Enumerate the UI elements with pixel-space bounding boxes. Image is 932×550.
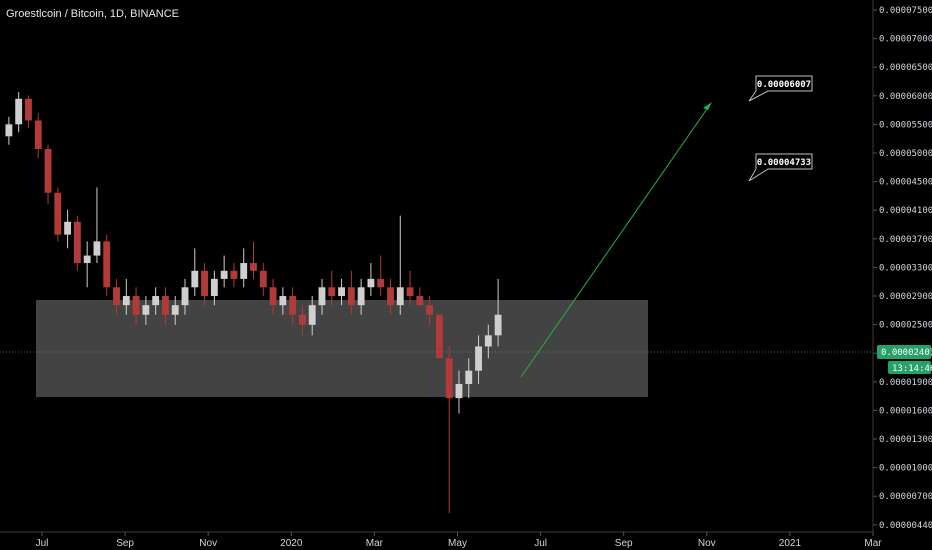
candle-body (298, 314, 306, 325)
candle-body (377, 278, 385, 288)
y-tick-label: 0.00006500 (879, 63, 932, 73)
y-tick-label: 0.00007000 (879, 35, 932, 45)
candle-body (25, 98, 32, 121)
candle-body (64, 221, 72, 235)
range-box (36, 300, 648, 397)
y-tick-label: 0.00002500 (879, 321, 932, 331)
candle-body (5, 124, 13, 137)
candle-body (230, 270, 238, 279)
x-tick-label: Sep (116, 538, 134, 549)
candle-body (455, 383, 463, 399)
y-tick-label: 0.00001600 (879, 406, 932, 416)
x-tick-label: Jul (36, 538, 49, 549)
projection-arrow (520, 105, 710, 378)
callout-1[interactable]: 0.00006007 (748, 75, 813, 102)
candle-body (279, 296, 287, 306)
candle-body (406, 287, 414, 297)
candle-body (142, 305, 150, 315)
candle-body (152, 296, 160, 306)
candle-body (44, 149, 52, 193)
callout-1-box (748, 75, 813, 102)
y-tick-label: 0.00001000 (879, 464, 932, 474)
last-price-tag: 0.00002407 13:14:46 (877, 345, 932, 374)
candle-body (357, 287, 365, 306)
candle-body (34, 120, 42, 150)
candle-body (83, 255, 91, 264)
candle-body (201, 270, 209, 297)
candle-body (54, 192, 62, 235)
candle-body (250, 263, 257, 271)
candle-body (181, 287, 189, 306)
candle-body (465, 370, 473, 384)
callout-2-label: 0.00004733 (757, 158, 811, 168)
y-tick-label: 0.00000700 (879, 492, 932, 502)
candle-body (210, 278, 218, 297)
candle-body (220, 270, 228, 279)
candle-body (367, 278, 375, 288)
candle-body (15, 98, 23, 125)
candle-body (259, 270, 267, 288)
x-tick-label: Jul (534, 538, 547, 549)
y-tick-label: 0.00005500 (879, 120, 932, 130)
candle-body (308, 305, 316, 325)
candle-body (328, 287, 336, 297)
candle-body (93, 241, 101, 256)
x-tick-label: 2021 (779, 538, 802, 549)
x-axis[interactable]: Jul Sep Nov 2020 Mar May Jul Sep Nov 2021 Mar (36, 532, 883, 549)
candle-body (426, 305, 434, 315)
candle-body (269, 287, 277, 306)
candle-body (435, 314, 443, 359)
candle-body (103, 241, 111, 288)
y-tick-label: 0.00007500 (879, 6, 932, 16)
candle-body (240, 263, 248, 279)
candle-body (416, 296, 424, 306)
callout-2[interactable]: 0.00004733 (748, 153, 813, 182)
candle-series (5, 92, 502, 514)
y-tick-label: 0.00000440 (879, 521, 932, 531)
y-tick-label: 0.00003700 (879, 235, 932, 245)
y-tick-label: 0.00004100 (879, 206, 932, 216)
candle-body (494, 314, 502, 336)
y-tick-label: 0.00001300 (879, 435, 932, 445)
y-tick-label: 0.00006000 (879, 92, 932, 102)
candle-body (132, 296, 140, 315)
candle-body (171, 305, 179, 315)
x-tick-label: Nov (698, 538, 716, 549)
last-price-bg (877, 345, 931, 359)
candle-body (445, 358, 453, 399)
countdown-label: 13:14:46 (892, 364, 932, 374)
candle-body (191, 270, 199, 288)
x-tick-label: May (448, 538, 467, 549)
candle-body (289, 296, 297, 315)
candle-body (387, 287, 394, 306)
countdown-bg (888, 361, 931, 374)
x-tick-label: 2020 (280, 538, 303, 549)
candle-body (122, 296, 130, 306)
x-tick-label: Nov (199, 538, 217, 549)
candle-body (73, 221, 81, 264)
x-tick-label: Mar (864, 538, 882, 549)
candle-body (475, 346, 482, 371)
candle-body (338, 287, 345, 297)
candle-body (113, 287, 120, 306)
candle-body (162, 296, 169, 315)
y-tick-label: 0.00002900 (879, 292, 932, 302)
x-tick-label: Sep (615, 538, 633, 549)
last-price-label: 0.00002407 (881, 348, 932, 358)
candle-body (347, 287, 355, 306)
candle-body (484, 335, 492, 347)
y-tick-label: 0.00004500 (879, 178, 932, 188)
chart-title: Groestlcoin / Bitcoin, 1D, BINANCE (6, 8, 179, 20)
callout-1-label: 0.00006007 (757, 80, 811, 90)
candle-body (318, 287, 326, 306)
y-tick-label: 0.00003300 (879, 263, 932, 273)
x-tick-label: Mar (366, 538, 384, 549)
y-tick-label: 0.00001900 (879, 378, 932, 388)
candle-body (396, 287, 404, 306)
y-tick-label: 0.00005000 (879, 149, 932, 159)
projection-arrowhead (703, 102, 712, 110)
callout-2-box (748, 153, 813, 182)
